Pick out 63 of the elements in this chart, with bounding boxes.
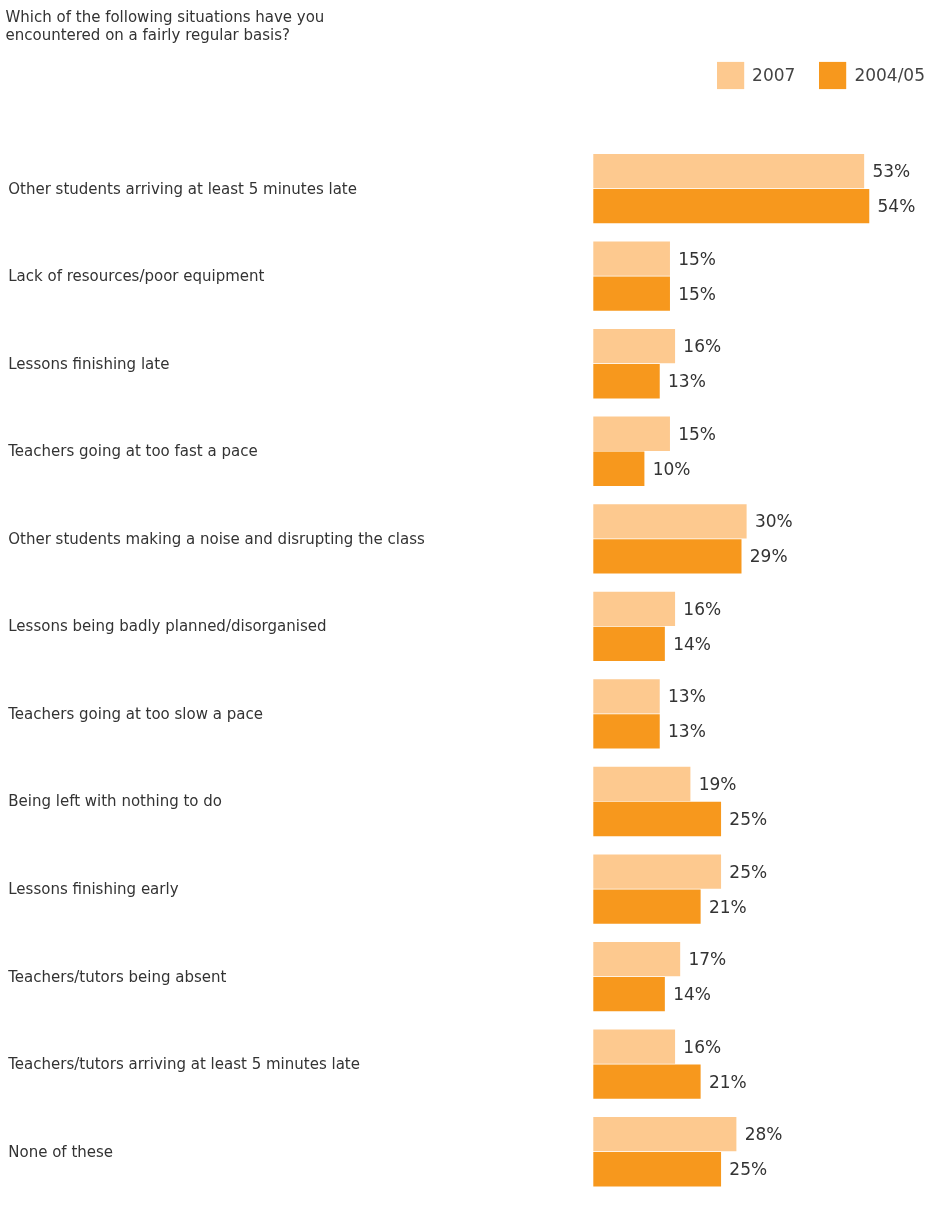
data-label: 25% <box>729 1159 768 1180</box>
bar <box>593 153 865 189</box>
data-label: 16% <box>683 1036 722 1057</box>
data-label: 54% <box>877 196 916 217</box>
y-tick-label: Lessons being badly planned/disorganised <box>8 617 327 636</box>
bar <box>593 1064 701 1099</box>
bar <box>593 1029 676 1064</box>
data-label: 21% <box>708 896 747 917</box>
data-label: 13% <box>668 721 706 742</box>
data-label: 16% <box>683 336 722 357</box>
bar <box>593 854 722 889</box>
data-label: 53% <box>872 161 911 182</box>
bar <box>593 451 645 486</box>
data-label: 15% <box>678 423 717 444</box>
legend-label: 2004/05 <box>854 65 925 85</box>
bar <box>593 714 660 749</box>
bar <box>593 188 870 224</box>
data-label: 14% <box>673 984 711 1005</box>
bar <box>593 1152 722 1187</box>
data-label: 25% <box>729 809 768 829</box>
bar <box>593 364 660 399</box>
y-tick-label: Lessons finishing early <box>8 880 179 899</box>
bar <box>593 539 742 574</box>
bar <box>593 329 676 364</box>
data-label: 30% <box>754 511 793 532</box>
data-label: 29% <box>749 546 788 567</box>
bar <box>593 591 676 627</box>
bar <box>593 276 670 311</box>
data-label: 15% <box>678 248 717 269</box>
data-label: 14% <box>673 633 711 654</box>
bar <box>593 504 747 539</box>
data-label: 28% <box>744 1124 783 1145</box>
text: Which of the following situations have you encountered on a fairly regular basis? <box>5 7 325 44</box>
bar <box>593 1117 737 1152</box>
bar <box>593 766 691 802</box>
data-label: 13% <box>668 371 706 392</box>
y-tick-label: None of these <box>8 1142 114 1161</box>
legend-label: 2007 <box>752 65 796 85</box>
data-label: 10% <box>652 458 691 479</box>
y-tick-label: Other students arriving at least 5 minutes late <box>8 179 357 198</box>
y-tick-label: Teachers/tutors being absent <box>7 967 227 986</box>
bar <box>593 976 665 1012</box>
y-tick-label: Lack of resources/poor equipment <box>8 267 265 286</box>
data-label: 16% <box>683 598 722 619</box>
y-tick-label: Being left with nothing to do <box>8 792 222 811</box>
bar <box>593 626 665 662</box>
y-tick-label: Other students making a noise and disrupting the class <box>8 529 425 548</box>
bar <box>593 889 701 924</box>
y-tick-label: Lessons finishing late <box>8 354 170 373</box>
data-label: 19% <box>698 773 737 794</box>
data-label: 17% <box>688 949 727 970</box>
bar <box>593 416 670 451</box>
data-label: 25% <box>729 861 768 882</box>
bar <box>593 241 670 276</box>
y-tick-label: Teachers going at too fast a pace <box>7 442 258 461</box>
y-tick-label: Teachers going at too slow a pace <box>7 704 263 723</box>
bar <box>593 801 722 837</box>
data-label: 13% <box>668 686 706 707</box>
data-label: 15% <box>678 283 717 304</box>
bar <box>593 679 660 714</box>
y-tick-label: Teachers/tutors arriving at least 5 minutes late <box>7 1055 360 1074</box>
bar <box>593 941 681 977</box>
data-label: 21% <box>708 1071 747 1092</box>
